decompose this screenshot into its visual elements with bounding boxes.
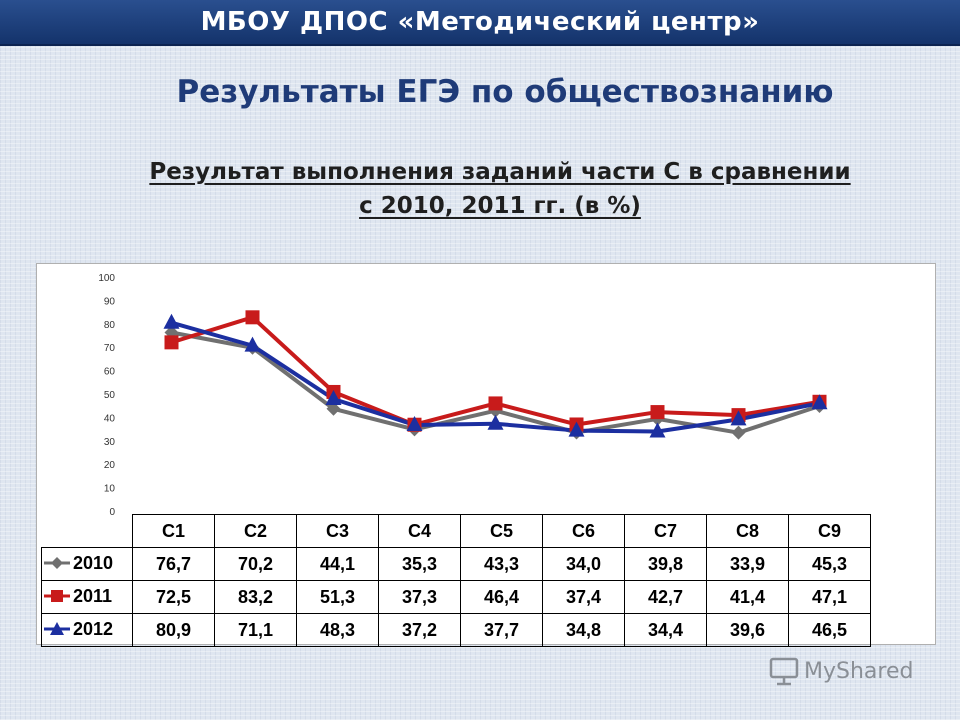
table-cell: 41,4	[706, 580, 789, 614]
legend-2011: 2011	[41, 580, 133, 614]
y-tick-label: 10	[104, 484, 116, 495]
y-tick-label: 0	[109, 507, 115, 516]
category-header: C2	[214, 514, 297, 548]
data-point-2012	[325, 389, 342, 405]
data-point-2012	[730, 410, 747, 426]
category-header: C6	[542, 514, 625, 548]
table-cell: 45,3	[788, 547, 871, 581]
table-cell: 46,4	[460, 580, 543, 614]
category-header: C7	[624, 514, 707, 548]
table-row-2010: 2010 76,7 70,2 44,1 35,3 43,3 34,0 39,8 …	[41, 547, 871, 581]
table-cell: 34,8	[542, 613, 625, 647]
table-cell: 37,4	[542, 580, 625, 614]
y-tick-label: 40	[104, 413, 116, 424]
table-cell: 39,8	[624, 547, 707, 581]
table-cell: 47,1	[788, 580, 871, 614]
data-point-2012	[163, 313, 180, 329]
data-point-2011	[245, 310, 260, 325]
y-tick-label: 20	[104, 460, 116, 471]
header-banner	[0, 0, 960, 46]
watermark-text: MyShared	[804, 658, 914, 684]
data-point-2011	[164, 335, 179, 350]
data-point-2012	[568, 421, 585, 437]
table-cell: 44,1	[296, 547, 379, 581]
category-header: C5	[460, 514, 543, 548]
legend-label: 2012	[73, 618, 114, 639]
y-tick-label: 80	[104, 320, 116, 331]
table-cell: 37,7	[460, 613, 543, 647]
diamond-marker-icon	[44, 557, 70, 570]
table-cell: 37,3	[378, 580, 461, 614]
data-point-2010	[488, 403, 503, 418]
square-marker-icon	[44, 590, 70, 603]
table-cell: 51,3	[296, 580, 379, 614]
table-cell: 72,5	[132, 580, 215, 614]
category-header: C4	[378, 514, 461, 548]
legend-2010: 2010	[41, 547, 133, 581]
category-header: C1	[132, 514, 215, 548]
banner-title: МБОУ ДПОС «Методический центр»	[200, 7, 760, 37]
table-cell: 35,3	[378, 547, 461, 581]
table-cell: 71,1	[214, 613, 297, 647]
category-header: C8	[706, 514, 789, 548]
line-chart: 0 10 20 30 40 50 60 70 80 90 100	[98, 273, 828, 516]
category-header: C3	[296, 514, 379, 548]
data-table: C1 C2 C3 C4 C5 C6 C7 C8 C9 2010 76,7 70,	[41, 514, 871, 647]
data-point-2012	[244, 336, 261, 352]
data-point-2011	[650, 405, 665, 420]
slide-title: Результаты ЕГЭ по обществознанию	[176, 74, 834, 110]
data-point-2010	[326, 401, 341, 416]
y-tick-label: 70	[104, 343, 116, 354]
table-cell: 70,2	[214, 547, 297, 581]
data-point-2012	[649, 422, 666, 438]
table-cell: 33,9	[706, 547, 789, 581]
presentation-board-icon	[769, 657, 799, 686]
subtitle-line-1: Результат выполнения заданий части С в с…	[149, 159, 851, 185]
legend-2012: 2012	[41, 613, 133, 647]
y-tick-label: 50	[104, 390, 116, 401]
legend-label: 2011	[73, 585, 113, 606]
table-cell: 83,2	[214, 580, 297, 614]
data-point-2011	[488, 396, 503, 411]
y-tick-label: 90	[104, 296, 116, 307]
legend-label: 2010	[73, 552, 114, 573]
y-tick-label: 100	[98, 273, 115, 284]
table-row-2011: 2011 72,5 83,2 51,3 37,3 46,4 37,4 42,7 …	[41, 580, 871, 614]
watermark: MyShared	[768, 656, 913, 686]
data-point-2012	[406, 415, 423, 431]
table-cell: 37,2	[378, 613, 461, 647]
y-tick-label: 30	[104, 437, 116, 448]
table-cell: 42,7	[624, 580, 707, 614]
table-cell: 34,0	[542, 547, 625, 581]
data-point-2012	[811, 394, 828, 410]
table-row-2012: 2012 80,9 71,1 48,3 37,2 37,7 34,8 34,4 …	[41, 613, 871, 647]
table-cell: 39,6	[706, 613, 789, 647]
triangle-marker-icon	[44, 622, 70, 636]
table-cell: 43,3	[460, 547, 543, 581]
table-cell: 80,9	[132, 613, 215, 647]
category-header: C9	[788, 514, 871, 548]
data-point-2012	[487, 414, 504, 430]
data-point-2010	[731, 425, 746, 440]
subtitle-line-2: с 2010, 2011 гг. (в %)	[359, 193, 641, 219]
y-tick-label: 60	[104, 367, 116, 378]
table-cell: 76,7	[132, 547, 215, 581]
table-corner	[41, 514, 133, 548]
slide-subtitle: Результат выполнения заданий части С в с…	[60, 155, 940, 223]
chart-area: 0 10 20 30 40 50 60 70 80 90 100 C1 C2 C3 C4 C5 C6…	[36, 263, 936, 647]
table-header-row: C1 C2 C3 C4 C5 C6 C7 C8 C9	[41, 514, 871, 548]
table-cell: 46,5	[788, 613, 871, 647]
table-cell: 34,4	[624, 613, 707, 647]
table-cell: 48,3	[296, 613, 379, 647]
